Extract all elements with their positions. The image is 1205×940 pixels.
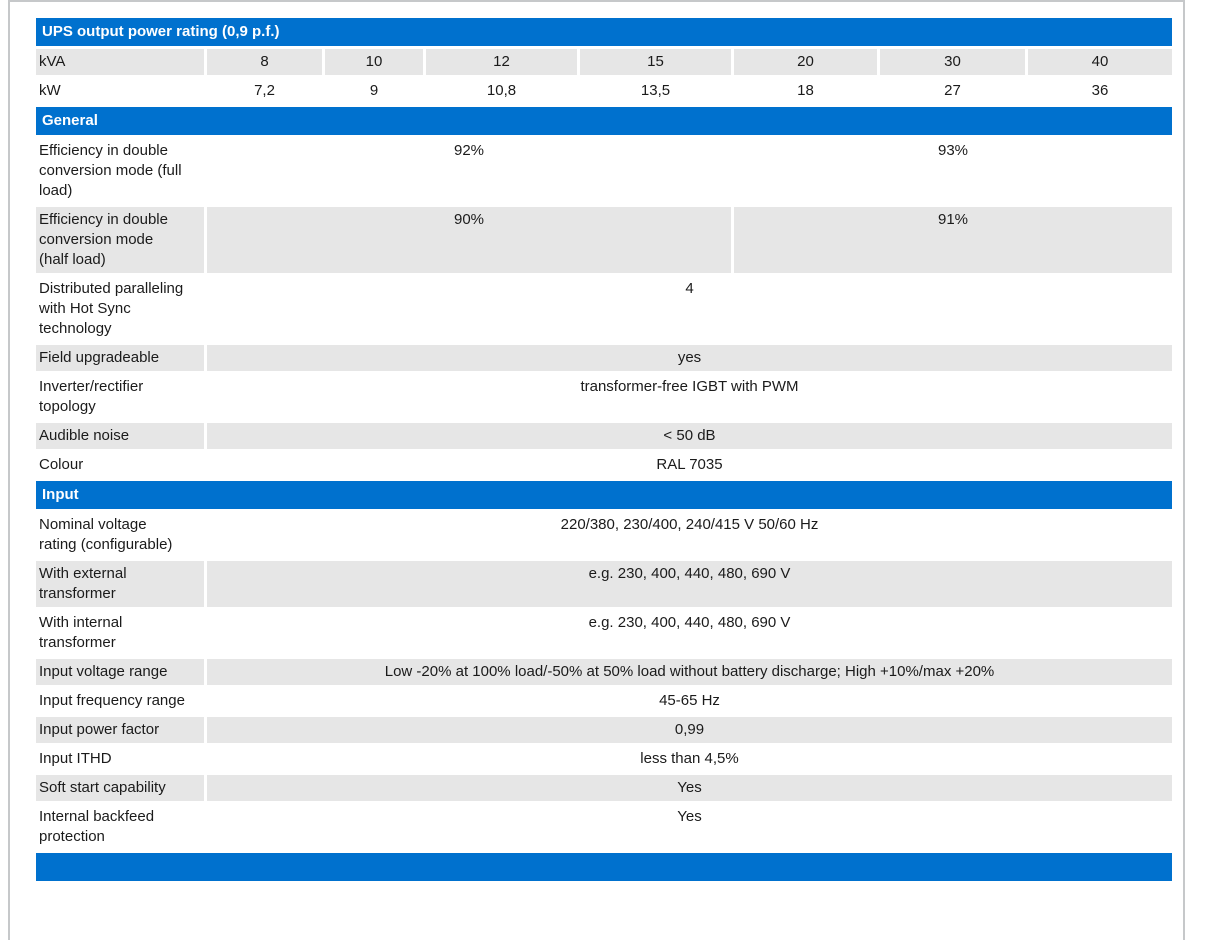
row-label: Field upgradeable	[36, 345, 204, 371]
spec-row: Efficiency in double conversion mode (ha…	[36, 207, 1172, 273]
row-value: 10,8	[486, 82, 517, 99]
row-label: Internal backfeed protection	[39, 808, 155, 845]
row-value: 12	[426, 49, 577, 75]
spec-row: kVA 8 10 12 15 20 30 40	[36, 49, 1172, 75]
row-value: yes	[207, 345, 1172, 371]
section-title: Input	[36, 481, 1172, 509]
spec-row: Nominal voltage rating (configurable) 220…	[36, 512, 1172, 558]
row-label: Input ITHD	[39, 750, 112, 767]
row-value: 40	[1028, 49, 1172, 75]
row-label: Efficiency in double conversion mode (ha…	[36, 207, 204, 273]
section-title: UPS output power rating (0,9 p.f.)	[36, 18, 1172, 46]
spec-row: Input ITHD less than 4,5%	[36, 746, 1172, 772]
section-title: General	[36, 107, 1172, 135]
row-value: 0,99	[207, 717, 1172, 743]
row-value: 8	[207, 49, 322, 75]
row-value: e.g. 230, 400, 440, 480, 690 V	[207, 561, 1172, 607]
spec-row: Distributed paralleling with Hot Sync te…	[36, 276, 1172, 342]
row-label: Input power factor	[36, 717, 204, 743]
row-label: Colour	[39, 456, 84, 473]
row-label: kW	[39, 82, 61, 99]
row-label: Distributed paralleling with Hot Sync te…	[39, 280, 184, 337]
spec-row: Input voltage range Low -20% at 100% load…	[36, 659, 1172, 685]
spec-row: Soft start capability Yes	[36, 775, 1172, 801]
row-value: < 50 dB	[207, 423, 1172, 449]
spec-row: Input frequency range 45-65 Hz	[36, 688, 1172, 714]
row-label: Nominal voltage rating (configurable)	[39, 516, 173, 553]
section-header-row: General	[36, 107, 1172, 135]
row-label: With internal transformer	[39, 614, 123, 651]
spec-row: Efficiency in double conversion mode (fu…	[36, 138, 1172, 204]
spec-row: Audible noise < 50 dB	[36, 423, 1172, 449]
section-header-row: Input	[36, 481, 1172, 509]
row-value: 90%	[207, 207, 731, 273]
row-value: transformer-free IGBT with PWM	[580, 378, 799, 395]
row-value: Yes	[207, 775, 1172, 801]
row-label: Efficiency in double conversion mode (fu…	[39, 142, 182, 199]
row-value: 45-65 Hz	[659, 692, 720, 709]
row-value: 13,5	[640, 82, 671, 99]
spec-row: Field upgradeable yes	[36, 345, 1172, 371]
section-header-row: UPS output power rating (0,9 p.f.)	[36, 18, 1172, 46]
row-value: RAL 7035	[656, 456, 723, 473]
row-label: Input voltage range	[36, 659, 204, 685]
spec-row: Colour RAL 7035	[36, 452, 1172, 478]
row-value: 9	[369, 82, 379, 99]
section-title	[36, 853, 1172, 881]
row-value: Low -20% at 100% load/-50% at 50% load w…	[207, 659, 1172, 685]
section-header-row	[36, 853, 1172, 881]
spec-row: With external transformer e.g. 230, 400, …	[36, 561, 1172, 607]
row-value: 93%	[937, 142, 969, 159]
row-label: kVA	[36, 49, 204, 75]
row-value: e.g. 230, 400, 440, 480, 690 V	[588, 614, 791, 631]
row-label: Audible noise	[36, 423, 204, 449]
spec-table: UPS output power rating (0,9 p.f.) kVA 8 10…	[33, 15, 1175, 884]
content-frame: UPS output power rating (0,9 p.f.) kVA 8 10…	[8, 0, 1185, 940]
row-label: Input frequency range	[39, 692, 185, 709]
row-value: 220/380, 230/400, 240/415 V 50/60 Hz	[560, 516, 819, 533]
row-value: 27	[944, 82, 961, 99]
row-value: 30	[880, 49, 1025, 75]
row-value: 15	[580, 49, 731, 75]
spec-row: With internal transformer e.g. 230, 400, …	[36, 610, 1172, 656]
row-value: less than 4,5%	[640, 750, 739, 767]
row-value: 10	[325, 49, 423, 75]
spec-row: kW 7,2 9 10,8 13,5 18 27 36	[36, 78, 1172, 104]
row-value: 91%	[734, 207, 1172, 273]
spec-row: Inverter/rectifier topology transformer-f…	[36, 374, 1172, 420]
row-label: Soft start capability	[36, 775, 204, 801]
row-value: 20	[734, 49, 877, 75]
spec-row: Input power factor 0,99	[36, 717, 1172, 743]
row-label: Inverter/rectifier topology	[39, 378, 144, 415]
row-value: 4	[685, 280, 694, 297]
row-value: 7,2	[254, 82, 275, 99]
row-value: 18	[797, 82, 814, 99]
row-value: 36	[1091, 82, 1109, 99]
row-value: Yes	[677, 808, 702, 825]
row-value: 92%	[453, 142, 485, 159]
spec-row: Internal backfeed protection Yes	[36, 804, 1172, 850]
row-label: With external transformer	[36, 561, 204, 607]
